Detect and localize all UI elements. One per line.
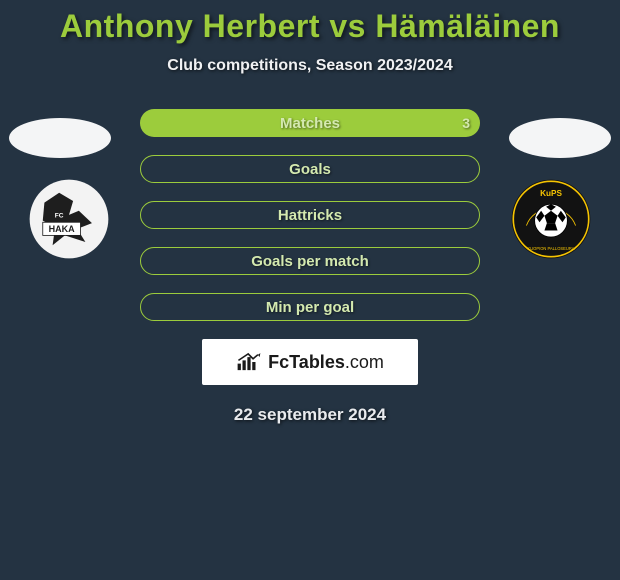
date-text: 22 september 2024	[0, 405, 620, 425]
player-a-name: Anthony Herbert	[60, 8, 320, 44]
haka-logo-icon: HAKA FC	[20, 178, 118, 260]
stat-value-right: 3	[462, 109, 470, 137]
kups-logo-icon: KuPS KUOPION PALLOSEURA	[502, 178, 600, 260]
stat-row: Goals per match	[140, 247, 480, 275]
stat-label: Min per goal	[266, 299, 354, 316]
player-a-flag	[9, 118, 111, 158]
stat-label: Goals per match	[251, 253, 369, 270]
stat-label: Hattricks	[278, 207, 342, 224]
page-title: Anthony Herbert vs Hämäläinen	[0, 8, 620, 45]
vs-separator: vs	[329, 8, 366, 44]
stat-label: Matches	[280, 115, 340, 132]
stat-row: Matches 3	[140, 109, 480, 137]
brand-text: FcTables.com	[268, 352, 384, 373]
brand-name: FcTables	[268, 352, 345, 372]
comparison-card: Anthony Herbert vs Hämäläinen Club compe…	[0, 0, 620, 580]
subtitle: Club competitions, Season 2023/2024	[0, 57, 620, 75]
svg-text:KUOPION PALLOSEURA: KUOPION PALLOSEURA	[527, 246, 574, 251]
svg-text:HAKA: HAKA	[49, 224, 75, 234]
svg-text:FC: FC	[55, 212, 64, 219]
brand-badge: FcTables.com	[202, 339, 418, 385]
stat-row: Hattricks	[140, 201, 480, 229]
player-b-name: Hämäläinen	[375, 8, 560, 44]
stat-row: Min per goal	[140, 293, 480, 321]
player-a-club-logo: HAKA FC	[20, 178, 118, 260]
stat-row: Goals	[140, 155, 480, 183]
brand-chart-icon	[236, 352, 262, 372]
player-b-club-logo: KuPS KUOPION PALLOSEURA	[502, 178, 600, 260]
stat-label: Goals	[289, 161, 331, 178]
brand-suffix: .com	[345, 352, 384, 372]
stats-rows: Matches 3 Goals Hattricks Goals per match Min…	[140, 109, 480, 321]
svg-text:KuPS: KuPS	[540, 189, 562, 198]
player-b-flag	[509, 118, 611, 158]
